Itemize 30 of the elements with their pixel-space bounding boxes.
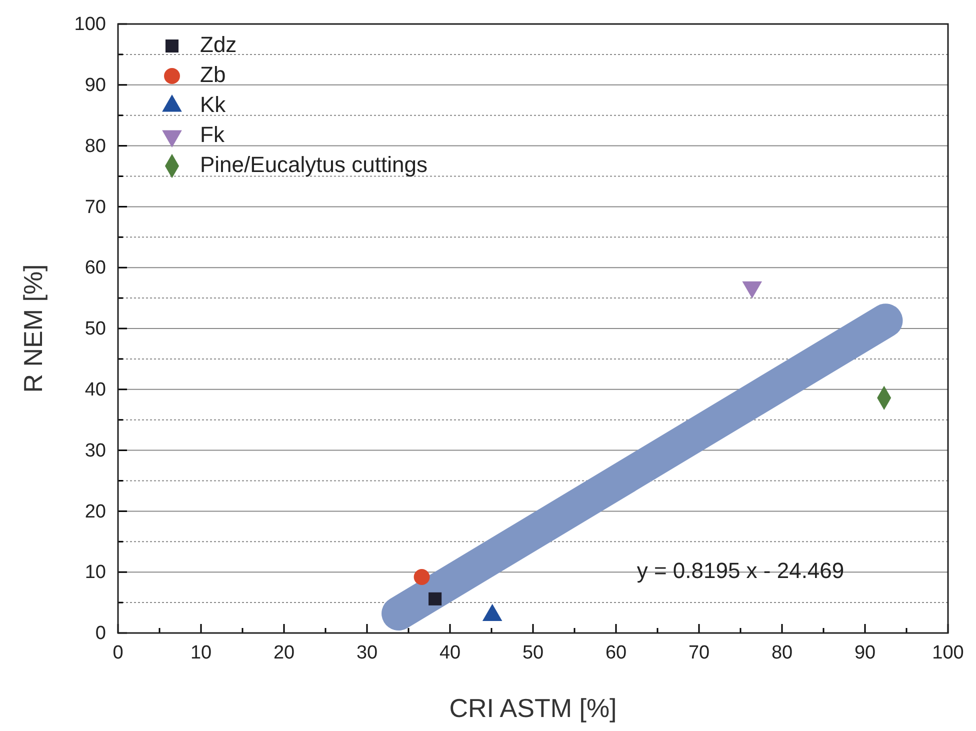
x-tick-label: 10 xyxy=(190,642,212,664)
x-axis-title: CRI ASTM [%] xyxy=(449,693,617,723)
y-tick-label: 70 xyxy=(84,196,106,218)
x-tick-label: 100 xyxy=(932,642,964,664)
x-tick-label: 50 xyxy=(522,642,544,664)
legend-label: Zb xyxy=(200,62,226,87)
legend-label: Zdz xyxy=(200,32,237,57)
y-tick-label: 20 xyxy=(84,501,106,522)
x-tick-label: 60 xyxy=(605,642,627,664)
x-tick-label: 90 xyxy=(854,642,876,664)
y-tick-label: 60 xyxy=(84,258,106,279)
y-tick-label: 50 xyxy=(84,318,106,340)
y-tick-label: 10 xyxy=(84,562,106,584)
legend-label: Kk xyxy=(200,92,227,117)
y-tick-label: 40 xyxy=(84,379,106,400)
x-tick-label: 40 xyxy=(439,642,461,664)
annotation: y = 0.8195 x - 24.469 xyxy=(636,558,844,583)
y-tick-label: 0 xyxy=(95,623,106,644)
y-tick-label: 30 xyxy=(84,440,106,462)
x-tick-label: 0 xyxy=(112,642,124,664)
y-tick-label: 100 xyxy=(74,14,106,36)
x-tick-label: 80 xyxy=(771,642,793,664)
x-tick-label: 30 xyxy=(356,642,378,664)
y-axis-title: R NEM [%] xyxy=(18,264,48,393)
legend-label: Fk xyxy=(200,122,226,147)
x-tick-label: 70 xyxy=(688,642,710,664)
legend-label: Pine/Eucalytus cuttings xyxy=(200,152,428,177)
y-tick-label: 80 xyxy=(84,136,106,157)
y-tick-label: 90 xyxy=(84,74,106,96)
x-tick-label: 20 xyxy=(273,642,295,664)
